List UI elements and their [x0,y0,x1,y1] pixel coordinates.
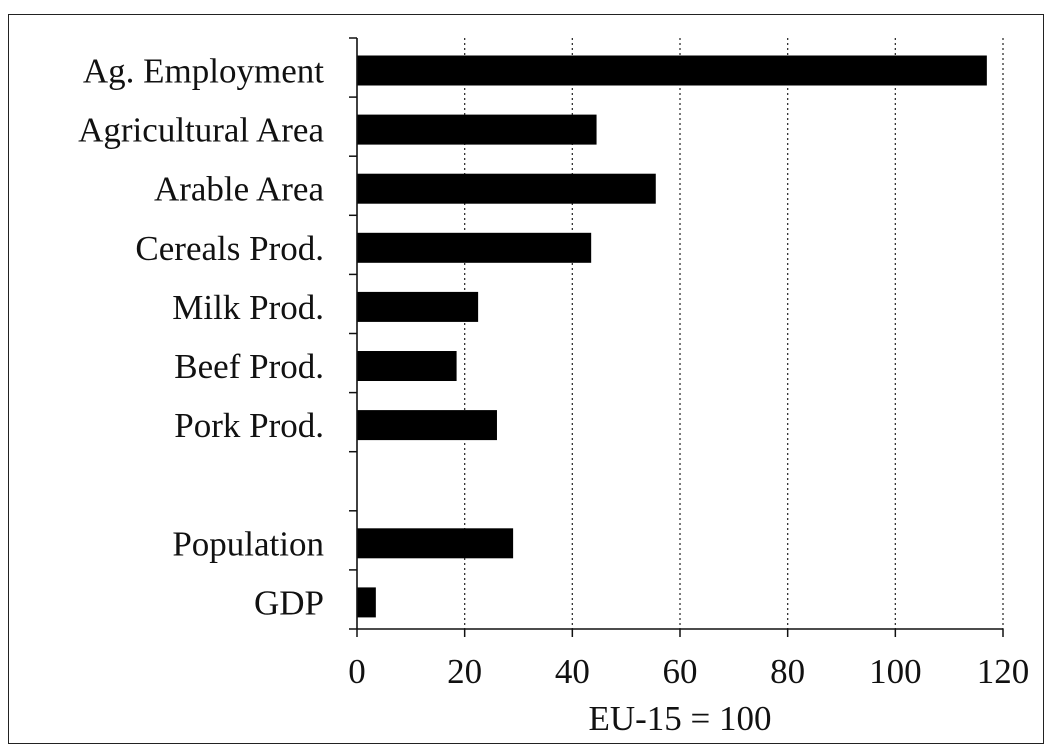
category-label-6: Pork Prod. [174,406,324,445]
bar-2 [357,173,656,204]
bar-4 [357,291,479,322]
x-tick-label-40: 40 [555,652,590,691]
category-label-1: Agricultural Area [78,111,324,150]
category-labels: Ag. Employment Agricultural Area Arable Ar… [78,52,324,623]
category-label-8: Population [172,524,324,563]
x-tick-label-0: 0 [348,652,366,691]
category-label-2: Arable Area [154,170,325,209]
bar-3 [357,232,592,263]
bar-9 [357,587,376,618]
bars [357,55,987,618]
category-label-9: GDP [254,583,324,622]
bar-6 [357,410,497,441]
chart-frame [8,14,1044,744]
x-tick-label-100: 100 [869,652,922,691]
x-axis-title: EU-15 = 100 [588,699,771,738]
bar-1 [357,114,597,145]
x-tick-label-60: 60 [663,652,698,691]
category-label-3: Cereals Prod. [135,229,324,268]
category-label-5: Beef Prod. [174,347,324,386]
x-tick-label-120: 120 [977,652,1030,691]
x-tick-label-80: 80 [770,652,805,691]
category-label-4: Milk Prod. [172,288,324,327]
gridlines [464,38,1004,629]
bar-8 [357,528,514,559]
x-tick-label-20: 20 [447,652,482,691]
category-label-0: Ag. Employment [83,52,324,91]
tick-labels: 0 20 40 60 80 100 120 [348,652,1029,691]
axes [349,37,1004,637]
bar-0 [357,55,987,86]
bar-5 [357,351,457,382]
